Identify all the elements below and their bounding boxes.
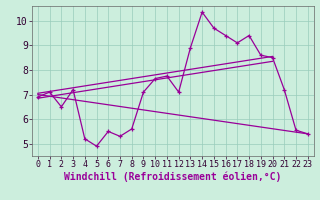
X-axis label: Windchill (Refroidissement éolien,°C): Windchill (Refroidissement éolien,°C)	[64, 172, 282, 182]
